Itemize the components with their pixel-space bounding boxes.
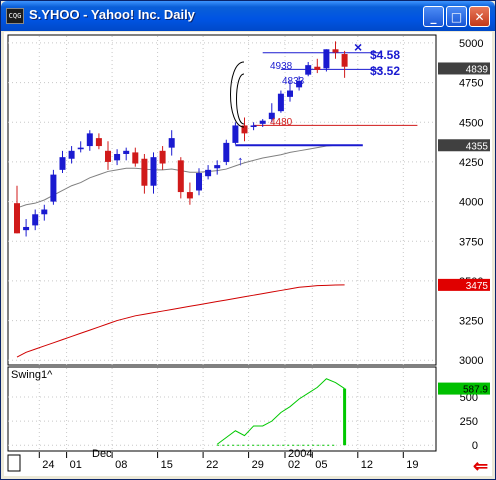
candle-body[interactable] <box>123 150 130 154</box>
indicator-panel[interactable] <box>7 366 437 452</box>
price-flag-label: 4355 <box>466 141 489 152</box>
price-axis-label: 4750 <box>459 78 483 90</box>
price-flag-label: 4839 <box>466 64 489 75</box>
candle-body[interactable] <box>177 160 184 193</box>
candle-body[interactable] <box>186 192 193 199</box>
candle-body[interactable] <box>68 150 75 159</box>
month-label-dec: Dec <box>92 448 112 460</box>
price-flag-box <box>438 62 490 75</box>
scroll-box[interactable] <box>7 454 21 472</box>
price-panel[interactable] <box>7 34 437 366</box>
candle-body[interactable] <box>296 81 303 88</box>
date-axis-label: 15 <box>161 459 173 471</box>
candle-body[interactable] <box>86 133 93 147</box>
price-axis-label: 4000 <box>459 197 483 209</box>
level-mid-label: 4833 <box>282 76 305 87</box>
maximize-button[interactable]: □ <box>446 6 467 27</box>
date-axis-label: 19 <box>406 459 418 471</box>
indicator-name: Swing1^ <box>11 369 53 381</box>
candle-body[interactable] <box>241 125 248 134</box>
candle-body[interactable] <box>150 157 157 186</box>
date-axis-label: 05 <box>315 459 327 471</box>
moving-average-red <box>16 284 345 358</box>
price-flag-box <box>438 278 490 291</box>
candle-body[interactable] <box>59 157 66 170</box>
exit-marker: × <box>354 39 362 55</box>
minimize-button[interactable]: _ <box>423 6 444 27</box>
profit-high-label: $4.58 <box>370 48 400 62</box>
candle-body[interactable] <box>32 214 39 226</box>
candle-body[interactable] <box>50 174 57 202</box>
title-bar[interactable]: CQG S.YHOO - Yahoo! Inc. Daily _ □ ✕ <box>1 1 495 31</box>
level-high-label: 4938 <box>270 61 293 72</box>
candle-body[interactable] <box>132 152 139 164</box>
year-label: 2004 <box>288 448 312 460</box>
date-axis-label: 02 <box>288 459 300 471</box>
candle-body[interactable] <box>95 138 102 147</box>
candle-body[interactable] <box>214 165 221 169</box>
candle-body[interactable] <box>232 125 239 143</box>
indicator-axis-label: 0 <box>472 440 478 452</box>
close-button[interactable]: ✕ <box>469 6 490 27</box>
bracket-outer <box>230 61 245 128</box>
price-axis-label: 4250 <box>459 157 483 169</box>
level-entry-label: 4480 <box>270 117 293 128</box>
candle-body[interactable] <box>314 66 321 70</box>
candle-body[interactable] <box>14 203 20 234</box>
candle-body[interactable] <box>23 226 30 231</box>
price-flag-label: 3475 <box>466 281 489 292</box>
chart-area[interactable]: 500047504500425040003750350032503000 483… <box>4 32 492 476</box>
candle-body[interactable] <box>114 153 121 161</box>
candle-body[interactable] <box>223 142 230 162</box>
date-axis-label: 12 <box>361 459 373 471</box>
indicator-axis-label: 500 <box>460 392 478 404</box>
price-axis-label: 3750 <box>459 236 483 248</box>
bracket-inner <box>236 73 245 125</box>
profit-low-label: $3.52 <box>370 64 400 78</box>
candle-body[interactable] <box>41 209 48 215</box>
candle-body[interactable] <box>277 93 284 112</box>
price-flag-box <box>438 139 490 152</box>
candle-body[interactable] <box>341 54 348 67</box>
entry-arrow-icon: ↑ <box>237 153 244 168</box>
candle-body[interactable] <box>259 120 266 124</box>
candle-body[interactable] <box>287 90 293 97</box>
indicator-axis-label: 250 <box>460 416 478 428</box>
date-axis-label: 22 <box>206 459 218 471</box>
swing-indicator-line <box>216 378 345 445</box>
candle-body[interactable] <box>305 65 312 75</box>
price-axis-label: 5000 <box>459 38 483 50</box>
price-axis-label: 3250 <box>459 316 483 328</box>
candle-body[interactable] <box>196 173 202 191</box>
date-axis-label: 24 <box>42 459 54 471</box>
candle-body[interactable] <box>77 147 84 150</box>
candle-body[interactable] <box>168 138 175 148</box>
date-axis-label: 01 <box>70 459 82 471</box>
window-title: S.YHOO - Yahoo! Inc. Daily <box>29 7 195 22</box>
cqg-app-icon[interactable]: CQG <box>6 8 24 24</box>
date-axis-label: 08 <box>115 459 127 471</box>
date-axis-label: 29 <box>252 459 264 471</box>
chart-svg[interactable]: 500047504500425040003750350032503000 483… <box>4 32 492 476</box>
price-axis-label: 4500 <box>459 117 483 129</box>
candle-body[interactable] <box>332 49 339 53</box>
candle-body[interactable] <box>105 150 111 162</box>
candle-body[interactable] <box>323 49 330 69</box>
candle-body[interactable] <box>141 158 148 186</box>
candle-body[interactable] <box>250 125 257 128</box>
candle-body[interactable] <box>159 150 166 164</box>
scroll-left-arrow-icon[interactable]: ⇐ <box>473 456 488 476</box>
price-axis-label: 3000 <box>459 355 483 367</box>
indicator-flag-label: 587.9 <box>463 385 488 396</box>
candle-body[interactable] <box>205 169 212 177</box>
candle-body[interactable] <box>268 112 275 120</box>
indicator-flag-box <box>438 382 490 395</box>
